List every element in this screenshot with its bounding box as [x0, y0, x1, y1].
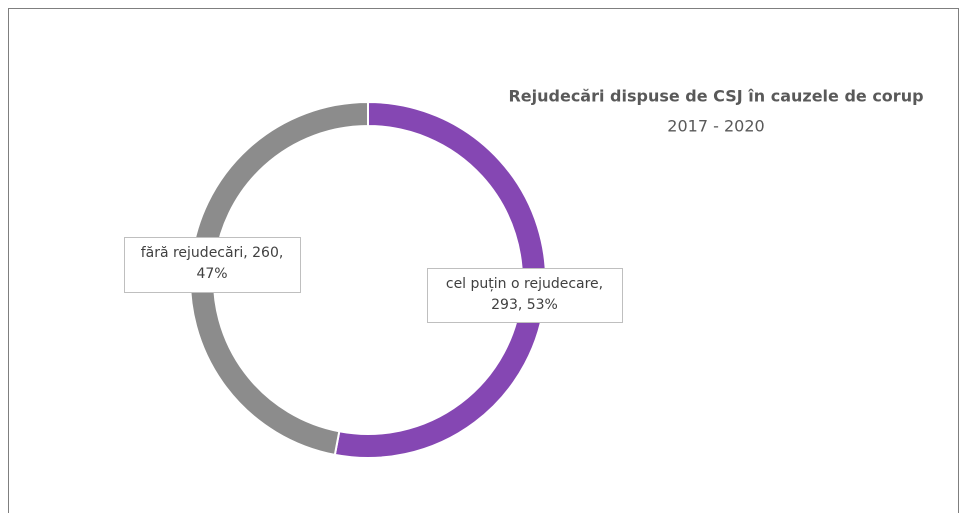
slice — [189, 100, 369, 457]
data-label: 293, 53% — [491, 297, 558, 313]
data-label-box — [427, 268, 623, 323]
chart-subtitle: 2017 - 2020 — [667, 117, 764, 136]
chart-title: Rejudecări dispuse de CSJ în cauzele de … — [508, 87, 923, 106]
data-label: fără rejudecări, 260, — [141, 245, 284, 261]
data-label-box — [124, 237, 301, 293]
data-label: 47% — [196, 266, 227, 282]
data-label: cel puțin o rejudecare, — [446, 276, 603, 292]
